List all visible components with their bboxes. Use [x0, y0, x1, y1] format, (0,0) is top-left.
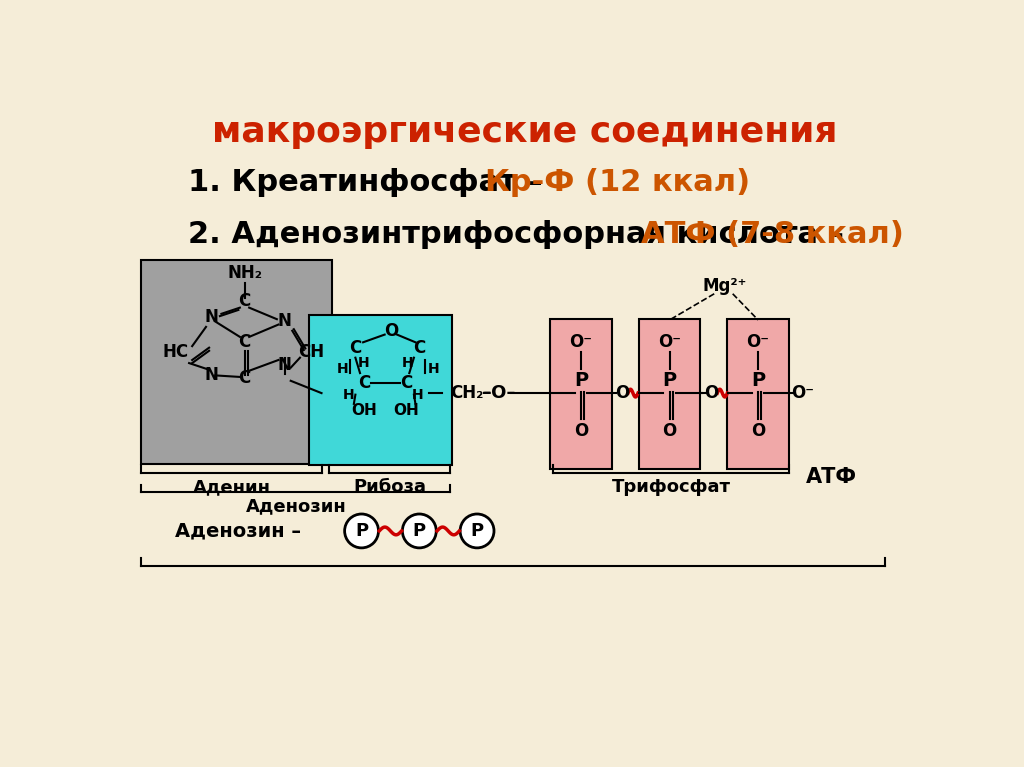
Text: O⁻: O⁻	[746, 334, 770, 351]
Circle shape	[345, 514, 379, 548]
Text: C: C	[239, 292, 251, 311]
Text: C: C	[400, 374, 413, 392]
Text: CH₂–: CH₂–	[451, 384, 492, 402]
Text: Аденозин –: Аденозин –	[175, 522, 301, 541]
Text: O: O	[384, 321, 398, 340]
Circle shape	[460, 514, 494, 548]
Text: O⁻: O⁻	[792, 384, 814, 402]
FancyBboxPatch shape	[141, 260, 333, 464]
Text: N: N	[278, 312, 292, 331]
Text: O⁻: O⁻	[658, 334, 681, 351]
Text: P: P	[413, 522, 426, 540]
Text: 2. Аденозинтрифосфорная кислота –: 2. Аденозинтрифосфорная кислота –	[188, 220, 855, 249]
FancyBboxPatch shape	[550, 319, 611, 469]
Text: 1. Креатинфосфат –: 1. Креатинфосфат –	[188, 169, 554, 197]
Text: АТФ (7-8 ккал): АТФ (7-8 ккал)	[641, 220, 904, 249]
Text: C: C	[239, 334, 251, 351]
Text: O: O	[614, 384, 629, 402]
Text: P: P	[355, 522, 368, 540]
Text: Аденин: Аденин	[193, 478, 270, 496]
Text: макроэргические соединения: макроэргические соединения	[212, 115, 838, 149]
Text: P: P	[663, 371, 677, 390]
Text: OH: OH	[393, 403, 419, 417]
Text: O: O	[573, 422, 588, 439]
FancyBboxPatch shape	[309, 315, 452, 466]
Text: Рибоза: Рибоза	[353, 478, 427, 496]
Text: –O–: –O–	[482, 384, 515, 402]
Text: Аденозин: Аденозин	[246, 497, 346, 515]
Text: H: H	[358, 356, 370, 370]
Circle shape	[402, 514, 436, 548]
Text: АТФ: АТФ	[806, 467, 857, 487]
Text: Кр-Ф (12 ккал): Кр-Ф (12 ккал)	[484, 169, 750, 197]
Text: HC: HC	[162, 344, 188, 361]
Text: C: C	[239, 370, 251, 387]
Text: OH: OH	[351, 403, 377, 417]
Text: C: C	[357, 374, 370, 392]
FancyBboxPatch shape	[639, 319, 700, 469]
Text: P: P	[751, 371, 765, 390]
Text: H: H	[412, 387, 424, 402]
Text: O: O	[751, 422, 765, 439]
Text: O: O	[663, 422, 677, 439]
Text: H: H	[337, 362, 348, 377]
Text: O⁻: O⁻	[569, 334, 593, 351]
Text: CH: CH	[298, 344, 325, 361]
Text: N: N	[278, 357, 292, 374]
Text: C: C	[414, 340, 425, 357]
Text: P: P	[573, 371, 588, 390]
Text: P: P	[470, 522, 483, 540]
Text: H: H	[343, 387, 354, 402]
FancyBboxPatch shape	[727, 319, 788, 469]
Text: H: H	[402, 356, 414, 370]
Text: O: O	[705, 384, 718, 402]
Text: H: H	[427, 362, 439, 377]
Text: Трифосфат: Трифосфат	[611, 478, 730, 496]
Text: Mg²⁺: Mg²⁺	[702, 277, 748, 295]
Text: C: C	[349, 340, 361, 357]
Text: N: N	[205, 308, 218, 326]
Text: N: N	[205, 367, 218, 384]
Text: NH₂: NH₂	[227, 264, 262, 282]
